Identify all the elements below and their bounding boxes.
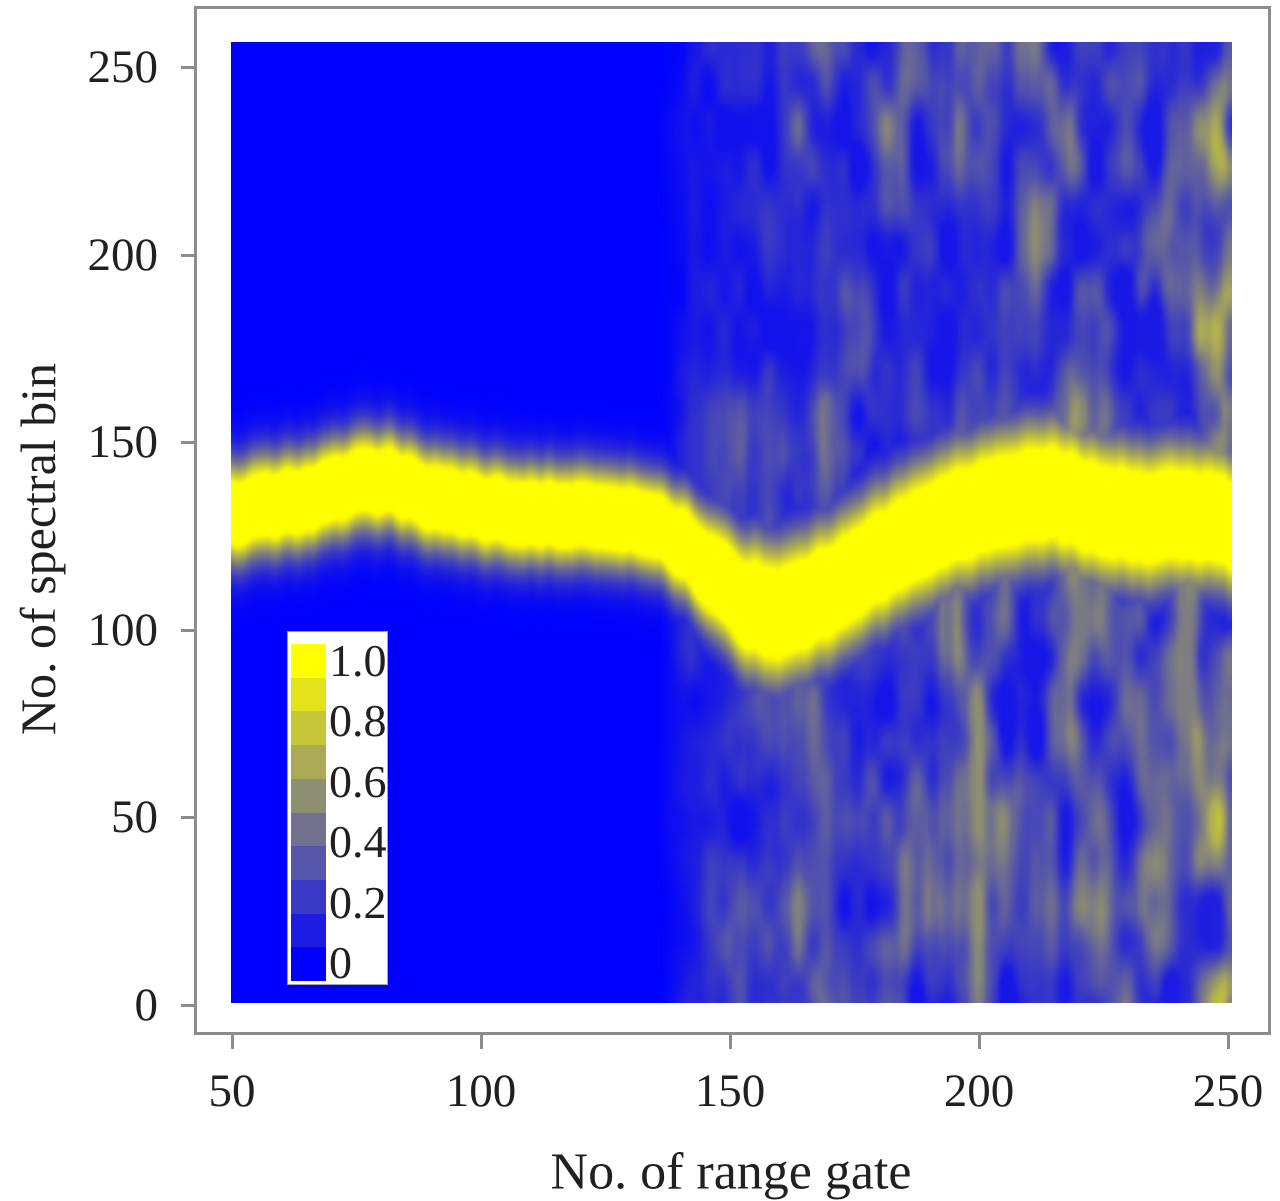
y-tick-label: 50	[111, 791, 158, 844]
x-tick-mark	[480, 1035, 483, 1049]
y-tick-mark	[181, 66, 195, 69]
y-tick-mark	[181, 253, 195, 257]
colorbar-swatch	[291, 644, 326, 678]
colorbar-label: 0.4	[329, 816, 387, 868]
colorbar-swatch	[291, 913, 326, 948]
y-tick-mark	[181, 441, 195, 445]
colorbar-swatch	[291, 879, 326, 914]
y-tick-mark	[181, 816, 195, 820]
y-tick-label: 250	[87, 41, 159, 93]
colorbar-label: 0.6	[329, 755, 387, 807]
colorbar-label: 0.8	[329, 695, 387, 747]
colorbar-legend: 1.0 0.8 0.6 0.4 0.2 0	[287, 631, 388, 988]
colorbar-swatch	[291, 677, 326, 712]
x-axis-title: No. of range gate	[550, 1143, 912, 1201]
colorbar-swatch	[291, 846, 326, 880]
x-tick-label: 100	[445, 1065, 517, 1117]
x-tick-mark	[978, 1035, 981, 1049]
x-tick-mark	[231, 1035, 234, 1049]
y-tick-label: 150	[87, 416, 159, 469]
colorbar-label: 0.2	[329, 876, 387, 928]
y-tick-label: 100	[87, 603, 159, 656]
y-tick-label: 200	[87, 228, 159, 281]
colorbar-swatch	[291, 711, 326, 746]
y-tick-label: 0	[134, 979, 159, 1031]
colorbar-swatches	[291, 644, 326, 982]
x-tick-label: 50	[208, 1065, 256, 1117]
x-tick-mark	[729, 1035, 732, 1049]
colorbar-swatch	[291, 812, 326, 847]
x-tick-label: 250	[1192, 1065, 1264, 1117]
colorbar-label: 1.0	[329, 635, 387, 686]
colorbar-label: 0	[329, 937, 352, 988]
x-tick-label: 150	[694, 1065, 766, 1117]
colorbar-swatch	[291, 947, 326, 982]
y-tick-mark	[181, 628, 195, 632]
colorbar-swatch	[291, 745, 326, 779]
x-tick-mark	[1227, 1035, 1230, 1049]
colorbar-swatch	[291, 778, 326, 813]
heatmap-canvas	[231, 42, 1232, 1003]
y-axis-title: No. of spectral bin	[10, 362, 66, 736]
y-tick-mark	[181, 1004, 195, 1007]
x-tick-label: 200	[943, 1065, 1015, 1117]
